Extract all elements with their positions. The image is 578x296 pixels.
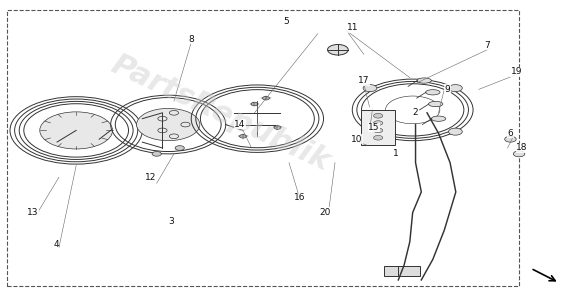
Circle shape bbox=[449, 128, 462, 135]
Circle shape bbox=[373, 128, 383, 133]
Circle shape bbox=[175, 146, 184, 150]
Text: 13: 13 bbox=[27, 208, 39, 217]
Circle shape bbox=[152, 152, 161, 156]
Text: 16: 16 bbox=[294, 193, 305, 202]
Text: 5: 5 bbox=[283, 17, 289, 26]
Ellipse shape bbox=[425, 90, 440, 95]
Circle shape bbox=[239, 134, 246, 138]
Text: 10: 10 bbox=[351, 135, 362, 144]
Text: 4: 4 bbox=[53, 240, 59, 249]
Circle shape bbox=[513, 151, 525, 157]
FancyBboxPatch shape bbox=[361, 110, 395, 145]
Text: 7: 7 bbox=[484, 41, 490, 50]
Circle shape bbox=[363, 85, 377, 92]
Text: 2: 2 bbox=[413, 108, 418, 117]
Text: 14: 14 bbox=[235, 120, 246, 129]
Text: 17: 17 bbox=[358, 76, 369, 85]
Text: 3: 3 bbox=[168, 217, 174, 226]
Circle shape bbox=[274, 126, 281, 129]
Text: 20: 20 bbox=[319, 208, 331, 217]
Text: PartsRepublik: PartsRepublik bbox=[106, 49, 334, 176]
Circle shape bbox=[40, 112, 113, 149]
Ellipse shape bbox=[428, 101, 443, 107]
Circle shape bbox=[373, 135, 383, 140]
Text: 6: 6 bbox=[507, 129, 513, 138]
Circle shape bbox=[373, 121, 383, 126]
Ellipse shape bbox=[417, 78, 431, 83]
Text: 11: 11 bbox=[347, 23, 358, 32]
Circle shape bbox=[251, 102, 258, 106]
Text: 12: 12 bbox=[145, 173, 157, 182]
Circle shape bbox=[363, 128, 377, 135]
Text: 19: 19 bbox=[510, 67, 522, 76]
Text: 15: 15 bbox=[368, 123, 380, 132]
FancyBboxPatch shape bbox=[384, 266, 406, 276]
Circle shape bbox=[449, 85, 462, 92]
Text: 9: 9 bbox=[444, 85, 450, 94]
Circle shape bbox=[386, 96, 440, 124]
Text: 8: 8 bbox=[188, 35, 194, 44]
FancyBboxPatch shape bbox=[398, 266, 420, 276]
Circle shape bbox=[505, 136, 516, 142]
Text: 18: 18 bbox=[516, 144, 528, 152]
Circle shape bbox=[328, 44, 349, 55]
Ellipse shape bbox=[431, 116, 446, 121]
Circle shape bbox=[373, 113, 383, 118]
Circle shape bbox=[136, 108, 200, 141]
Text: 1: 1 bbox=[392, 149, 398, 158]
Circle shape bbox=[262, 96, 269, 100]
